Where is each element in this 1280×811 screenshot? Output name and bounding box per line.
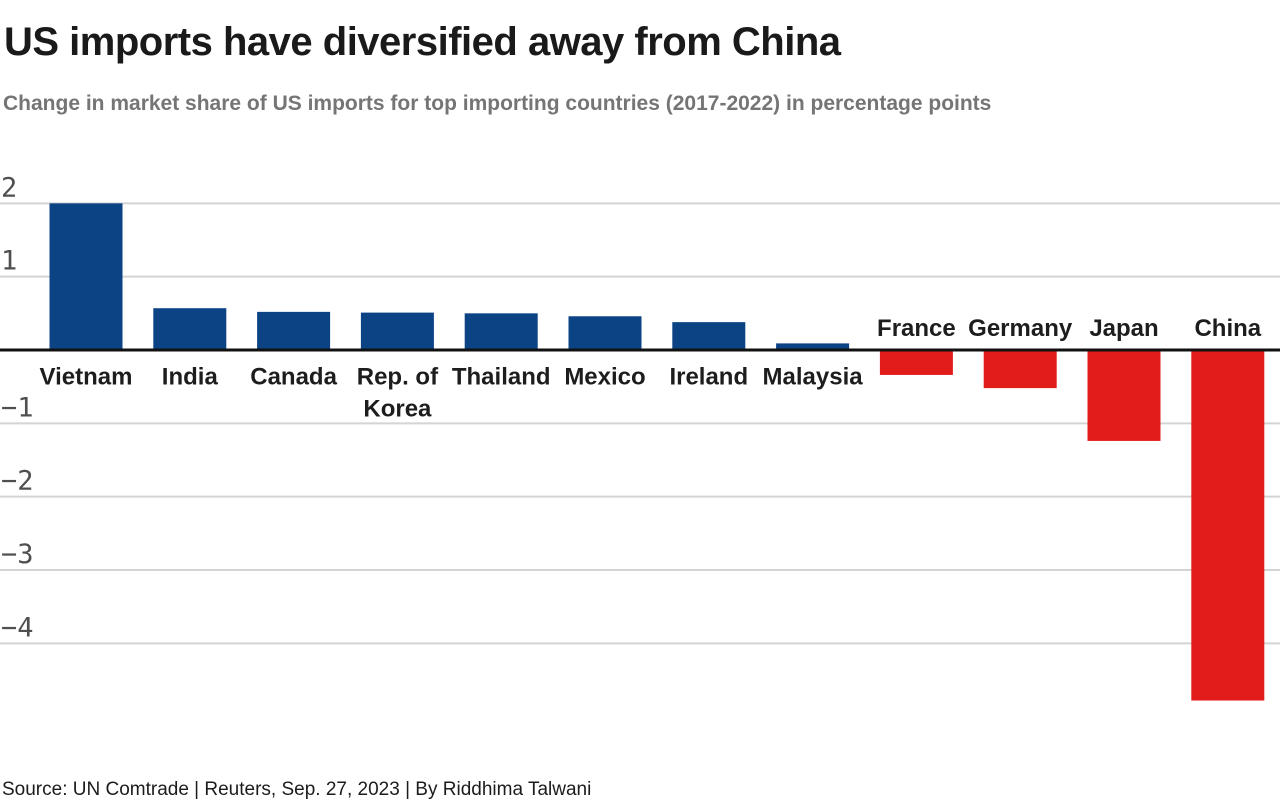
- category-label-rep-of-korea: Rep. of: [357, 364, 439, 391]
- bar-malaysia: [776, 343, 850, 350]
- y-tick-label-1: 1: [1, 246, 17, 277]
- category-label-india: India: [162, 364, 219, 391]
- category-label-france: France: [877, 315, 956, 342]
- bar-rep-of-korea: [360, 312, 434, 350]
- bar-france: [879, 350, 953, 375]
- y-tick-label-1: −1: [1, 392, 34, 423]
- category-label-germany: Germany: [968, 315, 1073, 342]
- bar-canada: [257, 311, 331, 350]
- category-label-japan: Japan: [1089, 315, 1158, 342]
- category-label-china: China: [1194, 315, 1261, 342]
- bar-ireland: [672, 322, 746, 350]
- category-label-rep-of-korea: Korea: [363, 396, 432, 423]
- category-label-ireland: Ireland: [669, 364, 748, 391]
- category-label-thailand: Thailand: [452, 364, 551, 391]
- bar-germany: [983, 350, 1057, 389]
- bar-thailand: [464, 313, 538, 350]
- y-tick-label-2: −2: [1, 466, 34, 497]
- source-attribution: Source: UN Comtrade | Reuters, Sep. 27, …: [2, 779, 592, 800]
- chart-title: US imports have diversified away from Ch…: [4, 20, 841, 64]
- bar-japan: [1087, 350, 1161, 441]
- category-label-canada: Canada: [250, 364, 337, 391]
- category-label-vietnam: Vietnam: [40, 364, 133, 391]
- bar-china: [1191, 350, 1265, 701]
- y-tick-label-3: −3: [1, 539, 34, 570]
- bar-vietnam: [49, 203, 123, 350]
- y-tick-label-2: 2: [1, 172, 17, 203]
- category-label-malaysia: Malaysia: [763, 364, 864, 391]
- bar-india: [153, 308, 227, 350]
- category-label-mexico: Mexico: [564, 364, 645, 391]
- y-tick-label-4: −4: [1, 612, 34, 643]
- bar-mexico: [568, 316, 642, 350]
- chart-subtitle: Change in market share of US imports for…: [3, 92, 992, 115]
